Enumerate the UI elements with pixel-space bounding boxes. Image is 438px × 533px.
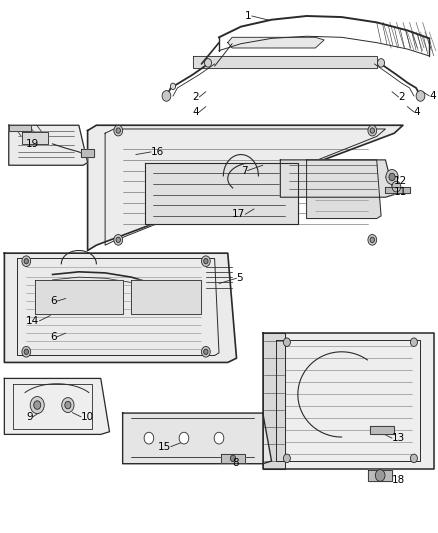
Circle shape [170,83,176,90]
Circle shape [410,454,417,463]
Circle shape [201,256,210,266]
Circle shape [410,338,417,346]
Text: 4: 4 [429,91,436,101]
Text: 2: 2 [193,92,199,102]
Text: 13: 13 [392,433,405,443]
Polygon shape [221,454,245,463]
Polygon shape [385,187,410,193]
Polygon shape [123,413,272,464]
Polygon shape [228,37,324,48]
Polygon shape [4,253,237,362]
Polygon shape [81,149,94,157]
Polygon shape [263,333,285,469]
Circle shape [368,235,377,245]
Polygon shape [88,125,403,251]
Polygon shape [9,125,88,165]
Polygon shape [35,280,123,314]
Text: 4: 4 [414,107,420,117]
Circle shape [204,259,208,264]
Circle shape [201,346,210,357]
Circle shape [22,346,31,357]
Polygon shape [9,125,31,131]
Text: 1: 1 [245,11,252,21]
Circle shape [392,181,401,192]
Circle shape [116,128,120,133]
Polygon shape [280,160,394,197]
Polygon shape [193,56,377,68]
Text: 12: 12 [394,176,407,186]
Polygon shape [263,333,434,469]
Polygon shape [145,163,298,224]
Circle shape [65,401,71,409]
Circle shape [230,455,236,462]
Polygon shape [307,160,381,219]
Text: 6: 6 [50,332,57,342]
Circle shape [389,173,395,181]
Circle shape [375,470,385,481]
Polygon shape [368,470,392,481]
Circle shape [386,169,398,184]
Polygon shape [370,426,394,434]
Text: 4: 4 [193,107,199,117]
Circle shape [24,349,28,354]
Polygon shape [22,132,48,144]
Polygon shape [131,280,201,314]
Circle shape [22,256,31,266]
Text: 8: 8 [232,458,239,467]
Circle shape [114,125,123,136]
Circle shape [370,128,374,133]
Text: 6: 6 [50,296,57,306]
Circle shape [144,432,154,444]
Text: 14: 14 [26,316,39,326]
Circle shape [204,349,208,354]
Circle shape [62,398,74,413]
Text: 16: 16 [151,147,164,157]
Circle shape [34,401,41,409]
Text: 7: 7 [241,166,247,175]
Circle shape [114,235,123,245]
Circle shape [368,125,377,136]
Text: 15: 15 [158,442,171,451]
Circle shape [30,397,44,414]
Circle shape [214,432,224,444]
Text: 10: 10 [81,412,94,422]
Circle shape [283,338,290,346]
Circle shape [283,454,290,463]
Circle shape [370,237,374,243]
Circle shape [179,432,189,444]
Text: 17: 17 [232,209,245,219]
Text: 19: 19 [26,139,39,149]
Circle shape [378,59,385,67]
Text: 9: 9 [26,412,33,422]
Text: 11: 11 [394,187,407,197]
Circle shape [162,91,171,101]
Polygon shape [4,378,109,434]
Circle shape [205,59,212,67]
Circle shape [24,259,28,264]
Circle shape [116,237,120,243]
Text: 5: 5 [237,273,243,283]
Circle shape [416,91,425,101]
Text: 2: 2 [399,92,405,102]
Text: 18: 18 [392,475,405,484]
